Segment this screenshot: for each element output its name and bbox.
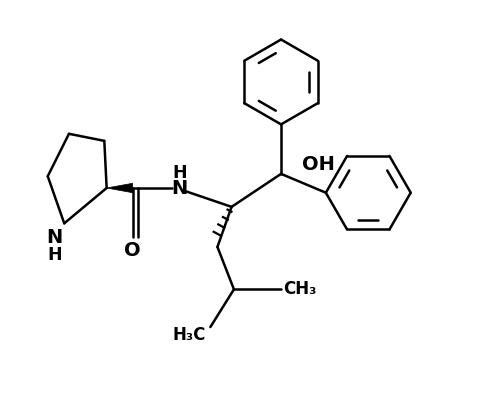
Text: H: H xyxy=(173,164,187,182)
Text: N: N xyxy=(47,228,63,247)
Text: CH₃: CH₃ xyxy=(283,280,317,298)
Text: H₃C: H₃C xyxy=(173,326,206,344)
Text: H: H xyxy=(48,246,62,264)
Text: N: N xyxy=(172,178,188,198)
Text: O: O xyxy=(124,241,141,260)
Text: OH: OH xyxy=(302,155,335,174)
Polygon shape xyxy=(107,183,133,193)
